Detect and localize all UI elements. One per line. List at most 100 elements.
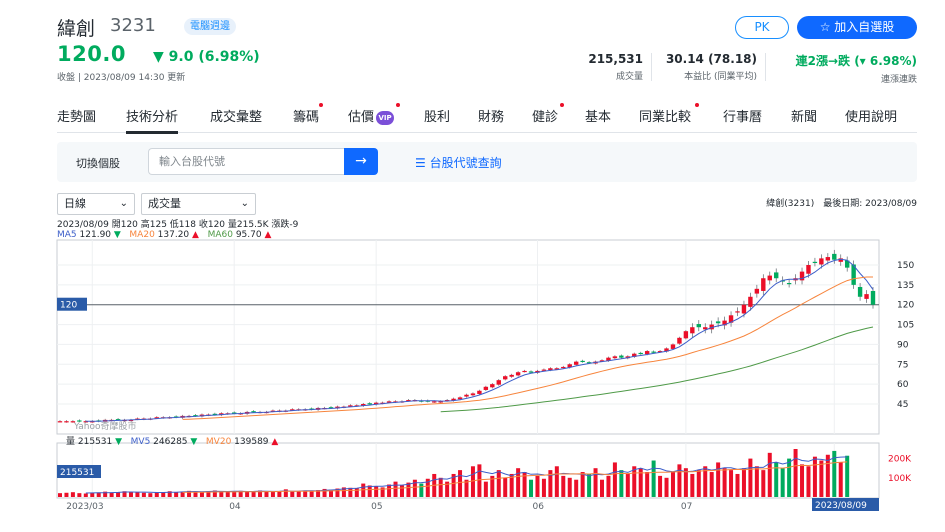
tab-peers[interactable]: 同業比較 [639, 103, 699, 125]
volume-bar [251, 491, 256, 497]
tab-help[interactable]: 使用說明 [845, 110, 898, 125]
volume-bar [425, 478, 430, 497]
go-button[interactable]: → [344, 148, 378, 175]
volume-bar [458, 470, 463, 497]
tab-technical[interactable]: 技術分析 [126, 106, 179, 134]
stock-price: 120.0 [57, 42, 126, 66]
tab-financials[interactable]: 財務 [478, 110, 505, 125]
volume-bar [316, 490, 321, 497]
volume-bar [612, 462, 617, 497]
volume-bar [722, 468, 727, 497]
volume-bar [83, 493, 88, 497]
volume-tag-label: 215531 [60, 468, 94, 478]
volume-bar [309, 490, 314, 497]
volume-bar [780, 468, 785, 497]
candle-body [522, 370, 527, 373]
volume-bar [161, 492, 166, 497]
tab-news[interactable]: 新聞 [791, 110, 818, 125]
candle-body [457, 397, 463, 400]
volume-bar [212, 490, 217, 497]
price-tick-label: 60 [897, 380, 909, 390]
volume-bar [832, 450, 837, 497]
tab-chips-label: 籌碼 [293, 110, 320, 125]
candle-body [754, 288, 760, 294]
volume-bar [199, 492, 204, 497]
candle-body [193, 415, 198, 417]
candle-body [406, 400, 411, 402]
candle-body [690, 327, 695, 334]
candle-body [664, 348, 669, 352]
stock-code-input[interactable] [148, 148, 344, 175]
candle-body [561, 366, 566, 369]
price-tick-label: 150 [897, 261, 914, 271]
price-tag-box [57, 297, 87, 311]
candle-body [599, 360, 605, 362]
tab-calendar[interactable]: 行事曆 [723, 110, 763, 125]
tab-trend[interactable]: 走勢圖 [57, 110, 97, 125]
add-watchlist-button[interactable]: ☆ 加入自選股 [797, 16, 917, 39]
volume-bar [122, 491, 127, 497]
vol-value: 215531 [77, 437, 113, 447]
stat-pe-value: 30.14 (78.18) [665, 52, 757, 66]
ma60-label: MA60 [207, 230, 233, 240]
tab-dividend[interactable]: 股利 [424, 110, 451, 125]
volume-bar [438, 477, 443, 497]
volume-bar [180, 491, 185, 497]
volume-bar [600, 479, 604, 497]
price-grid [57, 240, 879, 498]
candle-body [464, 394, 469, 397]
candle-body [677, 337, 682, 344]
price-tick-label: 135 [897, 281, 914, 291]
period-select[interactable]: 日線 ⌄ [57, 193, 135, 215]
new-dot [319, 103, 323, 107]
tab-trades[interactable]: 成交彙整 [210, 110, 263, 125]
volume-bar [406, 482, 411, 497]
period-value: 日線 [64, 197, 86, 210]
volume-bar [703, 466, 708, 497]
candle-body [432, 401, 437, 403]
volume-bar [825, 454, 830, 497]
pk-button[interactable]: PK [735, 16, 789, 39]
price-tick-label: 120 [897, 301, 914, 311]
volume-bar [174, 492, 179, 497]
indicator-select[interactable]: 成交量 ⌄ [141, 193, 256, 215]
code-lookup-link[interactable]: ☰ 台股代號查詢 [415, 156, 502, 170]
tab-chips[interactable]: 籌碼 [293, 103, 323, 125]
volume-bar [651, 460, 656, 497]
volume-bar [264, 491, 269, 497]
volume-bar [516, 468, 521, 497]
volume-bar [399, 485, 404, 497]
volume-bar [77, 493, 82, 497]
ma60-dir: ▲ [264, 230, 272, 240]
volume-bar [767, 452, 772, 497]
volume-bar [838, 462, 843, 497]
volume-bar [677, 464, 682, 497]
industry-tag[interactable]: 電腦週邊 [184, 18, 236, 35]
candle-body [128, 419, 134, 422]
candle-body [77, 420, 82, 422]
candle-body [696, 324, 701, 328]
vol-label: 量 [66, 437, 76, 447]
candle-body [373, 402, 379, 405]
candle-body [799, 271, 805, 281]
tab-bar: 走勢圖 技術分析 成交彙整 籌碼 估價 VIP 股利 財務 健診 基本 同業比較 … [57, 101, 917, 134]
tab-health[interactable]: 健診 [532, 103, 564, 125]
volume-bar [412, 479, 417, 497]
volume-bar [709, 472, 714, 497]
tab-valuation[interactable]: 估價 VIP [348, 103, 400, 125]
axis-labels: 150 135 120 105 90 75 60 45 2023/03 04 05 06 07 120 20… [57, 261, 914, 512]
candle-body [651, 351, 656, 353]
volume-bar [619, 470, 624, 497]
ma-legend: MA5 121.90 ▼ MA20 137.20 ▲ MA60 95.70 ▲ [57, 230, 271, 240]
tab-basic[interactable]: 基本 [585, 110, 612, 125]
volume-bar [135, 492, 140, 497]
stat-volume-value: 215,531 [588, 52, 643, 66]
vip-badge: VIP [376, 111, 395, 125]
volume-bar [70, 492, 75, 497]
volume-bar [632, 466, 637, 497]
volume-bar [522, 472, 527, 497]
candle-body [657, 351, 663, 353]
volume-bar [845, 455, 850, 497]
volume-bar [496, 470, 501, 497]
